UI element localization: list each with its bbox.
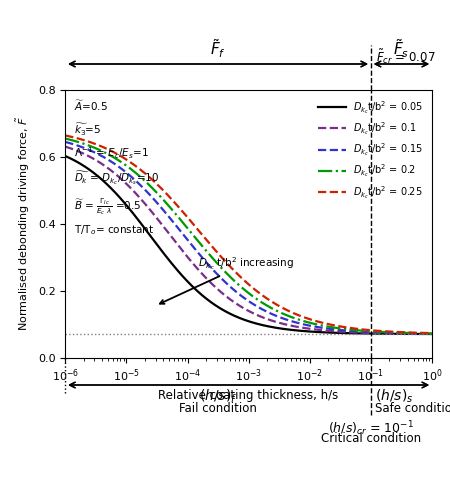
Text: $\widetilde{A}$=0.5
$\widetilde{k_3}$=5
$\Lambda^{-1}$ = $E_c$/$E_s$=1
$\widetil: $\widetilde{A}$=0.5 $\widetilde{k_3}$=5 … <box>74 98 160 237</box>
Text: $(h/s)_s$: $(h/s)_s$ <box>375 388 414 406</box>
Text: Critical condition: Critical condition <box>321 432 421 446</box>
Text: Safe condition: Safe condition <box>375 402 450 415</box>
X-axis label: Relative coating thickness, h/s: Relative coating thickness, h/s <box>158 390 339 402</box>
Text: $(h/s)_{cr}$ = 10$^{-1}$: $(h/s)_{cr}$ = 10$^{-1}$ <box>328 419 414 438</box>
Text: $\tilde{F}_{cr}$ = 0.07: $\tilde{F}_{cr}$ = 0.07 <box>376 48 436 66</box>
Y-axis label: Normalised debonding driving force, $\tilde{F}$: Normalised debonding driving force, $\ti… <box>15 116 32 332</box>
Text: $\tilde{F}_f$: $\tilde{F}_f$ <box>210 38 226 60</box>
Text: $D_{k_c}$ t/b$^2$ increasing: $D_{k_c}$ t/b$^2$ increasing <box>160 256 294 304</box>
Text: $(h/s)_f$: $(h/s)_f$ <box>199 388 237 406</box>
Legend: $D_{k_c}$t/b$^2$ = 0.05, $D_{k_c}$t/b$^2$ = 0.1, $D_{k_c}$t/b$^2$ = 0.15, $D_{k_: $D_{k_c}$t/b$^2$ = 0.05, $D_{k_c}$t/b$^2… <box>315 95 427 204</box>
Text: $\tilde{F}_s$: $\tilde{F}_s$ <box>393 38 410 60</box>
Text: Fail condition: Fail condition <box>179 402 257 415</box>
